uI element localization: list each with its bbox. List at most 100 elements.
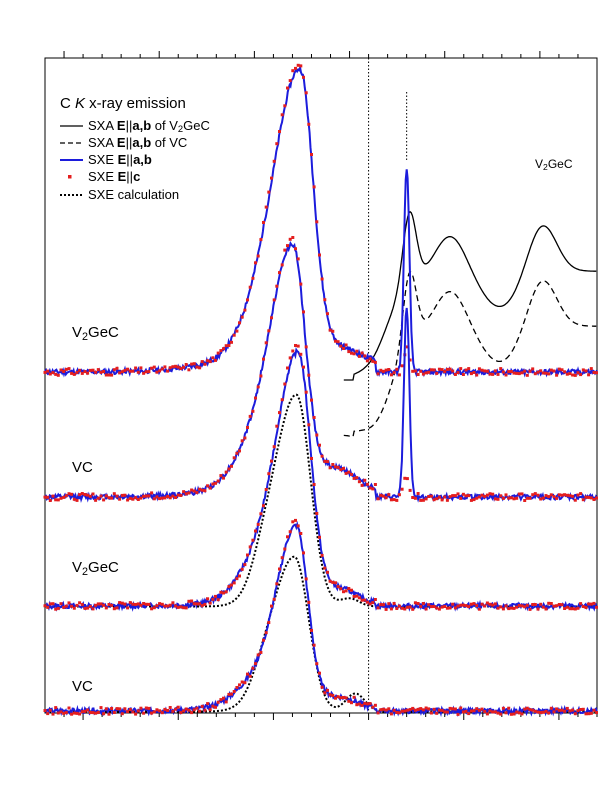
sxe-c-point <box>504 373 508 377</box>
sxe-c-point <box>246 298 249 302</box>
sxe-c-point <box>150 491 154 495</box>
sxe-c-point <box>248 545 252 549</box>
sxe-c-point <box>480 368 484 372</box>
sxe-c-point <box>318 443 321 447</box>
sxe-c-point <box>533 372 537 376</box>
sample-label: V2GeC <box>72 324 119 343</box>
sxe-c-point <box>227 692 231 696</box>
sxe-c-point <box>291 520 295 524</box>
sxe-c-point <box>483 494 487 498</box>
sxe-c-point <box>342 696 345 699</box>
sxe-c-point <box>389 607 393 611</box>
sxe-c-point <box>51 602 55 606</box>
sxe-c-point <box>110 707 114 710</box>
sxe-c-point <box>307 423 311 427</box>
sxe-c-point <box>256 385 260 389</box>
sxe-c-point <box>299 352 303 356</box>
sxe-c-point <box>496 606 500 610</box>
sxe-c-point <box>310 457 313 460</box>
sxe-c-point <box>214 705 217 709</box>
sxe-c-point <box>251 538 255 542</box>
sxe-c-point <box>267 190 271 194</box>
sxe-c-point <box>166 369 170 373</box>
sxe-c-point <box>405 477 409 481</box>
sxe-c-point <box>264 341 268 345</box>
sxe-c-point <box>144 494 148 498</box>
sxe-c-point <box>91 368 95 372</box>
sxe-c-point <box>400 364 404 368</box>
sxe-c-point <box>198 366 202 370</box>
legend-entry: SXA E||a,b of V2GeC <box>88 118 210 134</box>
sxe-c-point <box>200 488 204 492</box>
sxe-c-point <box>102 712 106 716</box>
sxe-c-point <box>560 368 564 372</box>
legend-entry-part: GeC <box>183 118 210 133</box>
sxe-c-point <box>424 497 428 501</box>
sxe-c-point <box>557 367 561 371</box>
sxe-c-point <box>256 522 260 526</box>
sxe-c-point <box>357 354 361 358</box>
sxe-c-point <box>243 436 247 440</box>
sxe-c-point <box>62 605 66 609</box>
legend-title-part: x-ray emission <box>85 95 186 112</box>
sxe-c-point <box>547 372 551 376</box>
sxe-c-point <box>72 606 76 610</box>
sxe-c-point <box>96 368 100 372</box>
sxe-c-point <box>222 696 225 700</box>
sxe-c-point <box>219 474 223 478</box>
sxe-c-point <box>128 496 132 500</box>
sxe-c-point <box>83 370 87 374</box>
sxe-c-point <box>504 604 508 608</box>
sxe-c-point <box>184 606 188 610</box>
sxe-c-point <box>573 712 577 716</box>
sxe-c-point <box>243 563 247 567</box>
sxe-c-point <box>592 601 596 605</box>
sxe-c-point <box>155 708 159 712</box>
sxe-c-point <box>331 329 335 333</box>
sxe-c-point <box>190 599 194 603</box>
sxe-c-point <box>240 315 244 319</box>
sxe-c-point <box>576 709 580 713</box>
sxe-c-point <box>91 492 95 496</box>
sxe-c-point <box>304 91 308 95</box>
sxe-c-point <box>107 712 111 716</box>
sxe-c-point <box>427 370 431 374</box>
sxe-c-point <box>541 605 545 609</box>
sxe-c-point <box>565 493 569 497</box>
sxe-c-point <box>78 368 82 372</box>
sxe-c-point <box>456 604 460 608</box>
sxe-c-point <box>75 711 79 715</box>
sxe-c-point <box>326 460 329 464</box>
sxe-c-point <box>254 396 257 400</box>
sxe-c-point <box>427 707 431 711</box>
sxe-c-point <box>453 494 457 498</box>
sxe-c-point <box>134 496 138 500</box>
sxe-c-point <box>43 370 47 374</box>
sxe-c-point <box>581 707 585 711</box>
sxe-c-point <box>80 371 84 375</box>
sxe-c-point <box>448 495 452 499</box>
sxe-c-point <box>347 587 351 590</box>
sxe-c-point <box>275 142 279 146</box>
sxe-c-point <box>563 709 567 713</box>
sxe-c-point <box>206 702 210 706</box>
sxe-c-point <box>544 607 548 611</box>
sxe-c-point <box>397 711 401 715</box>
sxe-c-point <box>523 707 527 711</box>
sxe-c-point <box>461 492 465 496</box>
sxe-c-point <box>376 497 380 501</box>
sxe-c-point <box>331 463 335 466</box>
sxe-c-point <box>328 466 332 470</box>
sxe-c-point <box>48 499 52 502</box>
sxe-c-point <box>499 367 503 371</box>
sxe-c-point <box>230 464 233 468</box>
sxe-c-point <box>440 368 444 372</box>
sxe-c-point <box>483 369 487 373</box>
sxe-c-point <box>123 707 127 711</box>
sxe-c-point <box>413 708 417 712</box>
sxe-c-point <box>120 601 124 605</box>
sxe-c-point <box>483 710 487 713</box>
sxe-c-point <box>262 504 265 508</box>
sxe-c-point <box>216 700 220 704</box>
